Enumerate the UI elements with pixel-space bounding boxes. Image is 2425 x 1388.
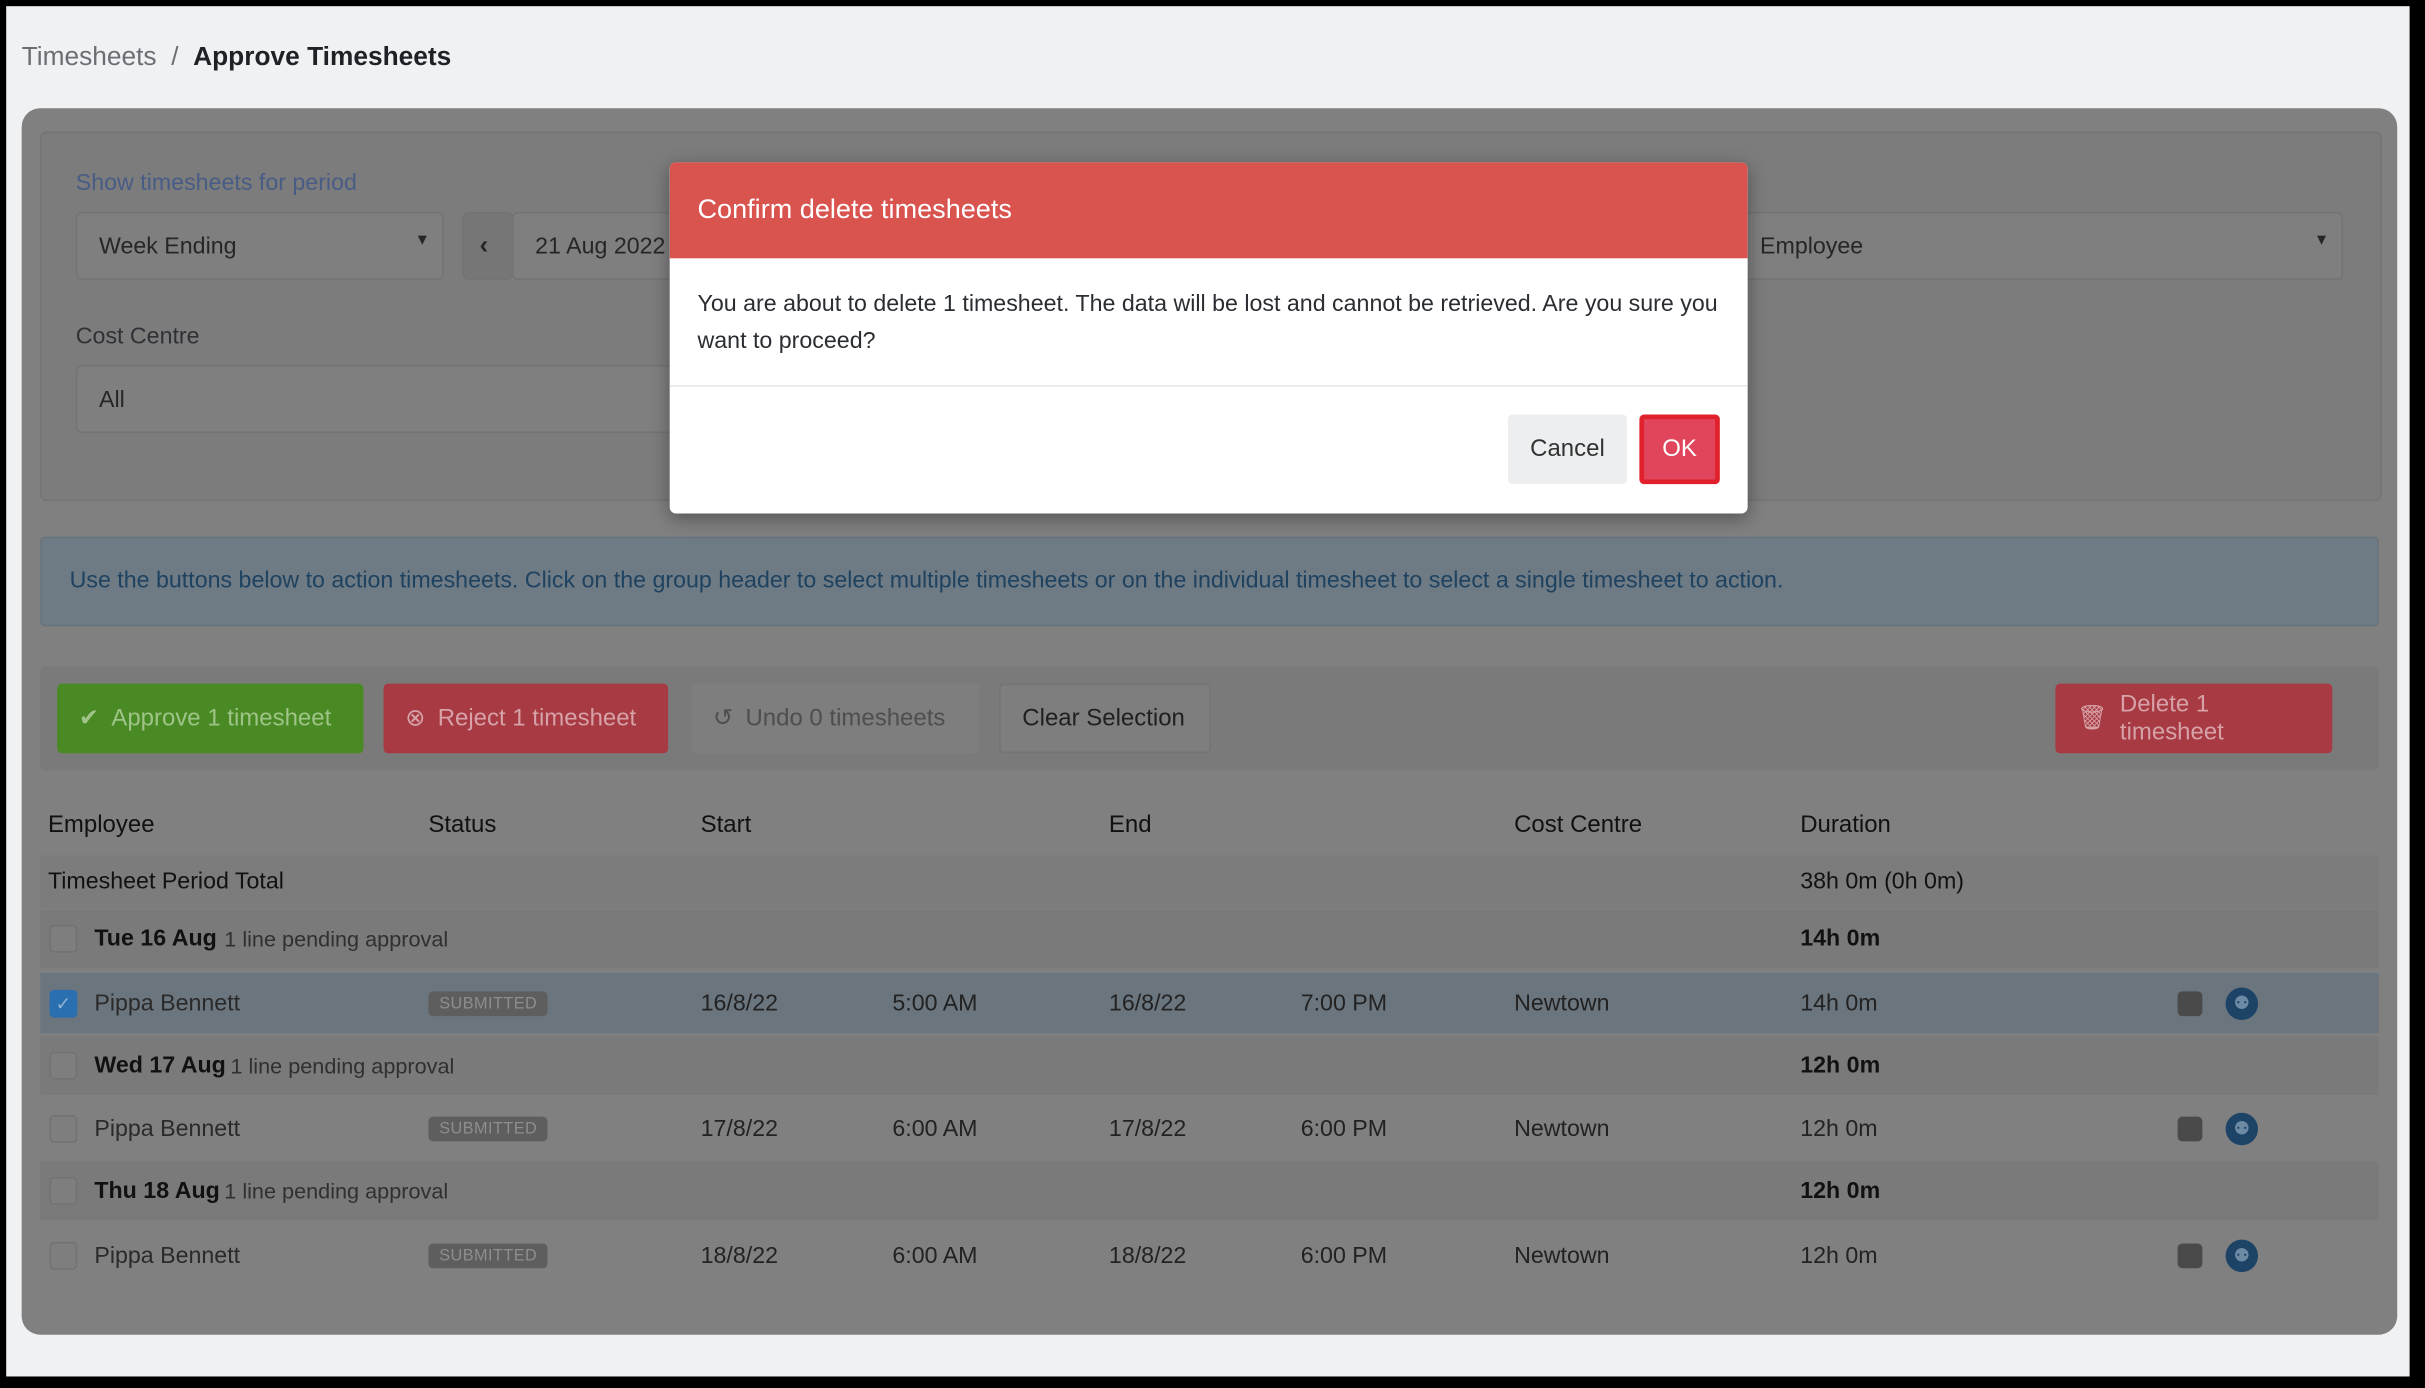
timesheet-row[interactable]: Pippa Bennett SUBMITTED 18/8/22 6:00 AM … [40, 1224, 2379, 1286]
start-date: 17/8/22 [700, 1115, 779, 1143]
team-icon[interactable]: ⚉ [2225, 986, 2259, 1020]
end-date: 18/8/22 [1108, 1241, 1187, 1269]
note-icon[interactable] [2177, 990, 2203, 1016]
dropdown-arrow-icon: ▼ [2313, 231, 2330, 250]
info-alert: Use the buttons below to action timeshee… [40, 536, 2379, 627]
undo-button[interactable]: ↺ Undo 0 timesheets [691, 683, 979, 754]
period-total-row: Timesheet Period Total 38h 0m (0h 0m) [40, 855, 2379, 908]
employee-name: Pippa Bennett [94, 1241, 241, 1269]
group-duration: 12h 0m [1800, 1177, 1881, 1205]
breadcrumb-timesheets[interactable]: Timesheets [21, 41, 157, 72]
status-badge: SUBMITTED [428, 990, 549, 1016]
employee-name: Pippa Bennett [94, 1115, 241, 1143]
start-time: 6:00 AM [892, 1115, 978, 1143]
header-start: Start [700, 811, 752, 839]
header-end: End [1108, 811, 1152, 839]
undo-label: Undo 0 timesheets [745, 704, 946, 731]
confirm-delete-modal: Confirm delete timesheets You are about … [669, 162, 1748, 514]
group-day: Wed 17 Aug [94, 1051, 226, 1078]
period-type-value: Week Ending [98, 233, 237, 260]
action-bar: ✔ Approve 1 timesheet ⊗ Reject 1 timesheet… [40, 666, 2379, 771]
group-pending: 1 line pending approval [224, 1178, 449, 1204]
x-circle-icon: ⊗ [405, 705, 426, 732]
group-day: Tue 16 Aug [94, 925, 217, 952]
period-type-select[interactable]: Week Ending ▼ [75, 211, 444, 280]
group-header-row[interactable]: Thu 18 Aug 1 line pending approval 12h 0… [40, 1161, 2379, 1221]
end-time: 6:00 PM [1300, 1115, 1388, 1143]
delete-label: Delete 1 timesheet [2119, 690, 2224, 745]
start-date: 16/8/22 [700, 989, 779, 1017]
cost-centre: Newtown [1514, 1241, 1610, 1269]
chevron-left-icon: ‹ [479, 230, 489, 260]
cost-centre: Newtown [1514, 989, 1610, 1017]
modal-title: Confirm delete timesheets [669, 162, 1748, 259]
breadcrumb: Timesheets / Approve Timesheets [22, 42, 452, 73]
check-circle-icon: ✔ [78, 705, 99, 732]
header-status: Status [428, 811, 497, 839]
start-time: 5:00 AM [892, 989, 978, 1017]
breadcrumb-separator: / [171, 41, 179, 72]
duration: 14h 0m [1800, 989, 1878, 1017]
total-duration: 38h 0m (0h 0m) [1800, 868, 1965, 895]
timesheet-row[interactable]: Pippa Bennett SUBMITTED 17/8/22 6:00 AM … [40, 1098, 2379, 1160]
cost-centre: Newtown [1514, 1115, 1610, 1143]
end-date: 16/8/22 [1108, 989, 1187, 1017]
group-checkbox[interactable] [49, 924, 78, 953]
total-label: Timesheet Period Total [47, 868, 284, 895]
row-checkbox[interactable]: ✓ [49, 989, 78, 1017]
previous-period-button[interactable]: ‹ [462, 211, 514, 280]
start-date: 18/8/22 [700, 1241, 779, 1269]
cancel-button[interactable]: Cancel [1507, 414, 1628, 485]
period-label: Show timesheets for period [75, 170, 357, 197]
clear-label: Clear Selection [1022, 704, 1185, 731]
header-cost-centre: Cost Centre [1514, 811, 1643, 839]
cost-centre-select[interactable]: All [75, 364, 726, 434]
date-value: 21 Aug 2022 [535, 233, 666, 260]
note-icon[interactable] [2177, 1242, 2203, 1268]
page-title: Approve Timesheets [193, 41, 452, 72]
header-duration: Duration [1800, 811, 1891, 839]
group-pending: 1 line pending approval [230, 1052, 455, 1078]
cost-centre-value: All [98, 386, 125, 413]
group-day: Thu 18 Aug [94, 1177, 220, 1205]
ok-button[interactable]: OK [1639, 414, 1720, 485]
header-employee: Employee [47, 811, 155, 839]
note-icon[interactable] [2177, 1116, 2203, 1142]
delete-button[interactable]: 🗑 Delete 1 timesheet [2055, 683, 2333, 754]
undo-icon: ↺ [712, 705, 734, 732]
reject-button[interactable]: ⊗ Reject 1 timesheet [383, 683, 669, 754]
group-pending: 1 line pending approval [224, 926, 449, 952]
approve-label: Approve 1 timesheet [111, 704, 332, 731]
employee-name: Pippa Bennett [94, 989, 241, 1017]
group-duration: 14h 0m [1800, 925, 1881, 952]
trash-icon: 🗑 [2077, 705, 2108, 732]
timesheet-row[interactable]: ✓ Pippa Bennett SUBMITTED 16/8/22 5:00 A… [40, 972, 2379, 1034]
group-duration: 12h 0m [1800, 1051, 1881, 1078]
end-time: 6:00 PM [1300, 1241, 1388, 1269]
group-checkbox[interactable] [49, 1176, 78, 1205]
group-header-row[interactable]: Tue 16 Aug 1 line pending approval 14h 0… [40, 909, 2379, 969]
end-date: 17/8/22 [1108, 1115, 1187, 1143]
end-time: 7:00 PM [1300, 989, 1388, 1017]
modal-message: You are about to delete 1 timesheet. The… [669, 258, 1748, 387]
reject-label: Reject 1 timesheet [437, 704, 637, 731]
status-badge: SUBMITTED [428, 1242, 549, 1268]
row-checkbox[interactable] [49, 1115, 78, 1143]
dropdown-arrow-icon: ▼ [414, 231, 430, 250]
group-checkbox[interactable] [49, 1050, 78, 1079]
team-icon[interactable]: ⚉ [2225, 1238, 2259, 1272]
team-icon[interactable]: ⚉ [2225, 1112, 2259, 1146]
clear-selection-button[interactable]: Clear Selection [999, 683, 1211, 754]
duration: 12h 0m [1800, 1241, 1878, 1269]
employee-value: Employee [1760, 233, 1864, 260]
approve-button[interactable]: ✔ Approve 1 timesheet [57, 683, 364, 754]
group-header-row[interactable]: Wed 17 Aug 1 line pending approval 12h 0… [40, 1035, 2379, 1095]
start-time: 6:00 AM [892, 1241, 978, 1269]
row-checkbox[interactable] [49, 1241, 78, 1269]
duration: 12h 0m [1800, 1115, 1878, 1143]
cost-centre-label: Cost Centre [75, 323, 200, 350]
status-badge: SUBMITTED [428, 1116, 549, 1142]
